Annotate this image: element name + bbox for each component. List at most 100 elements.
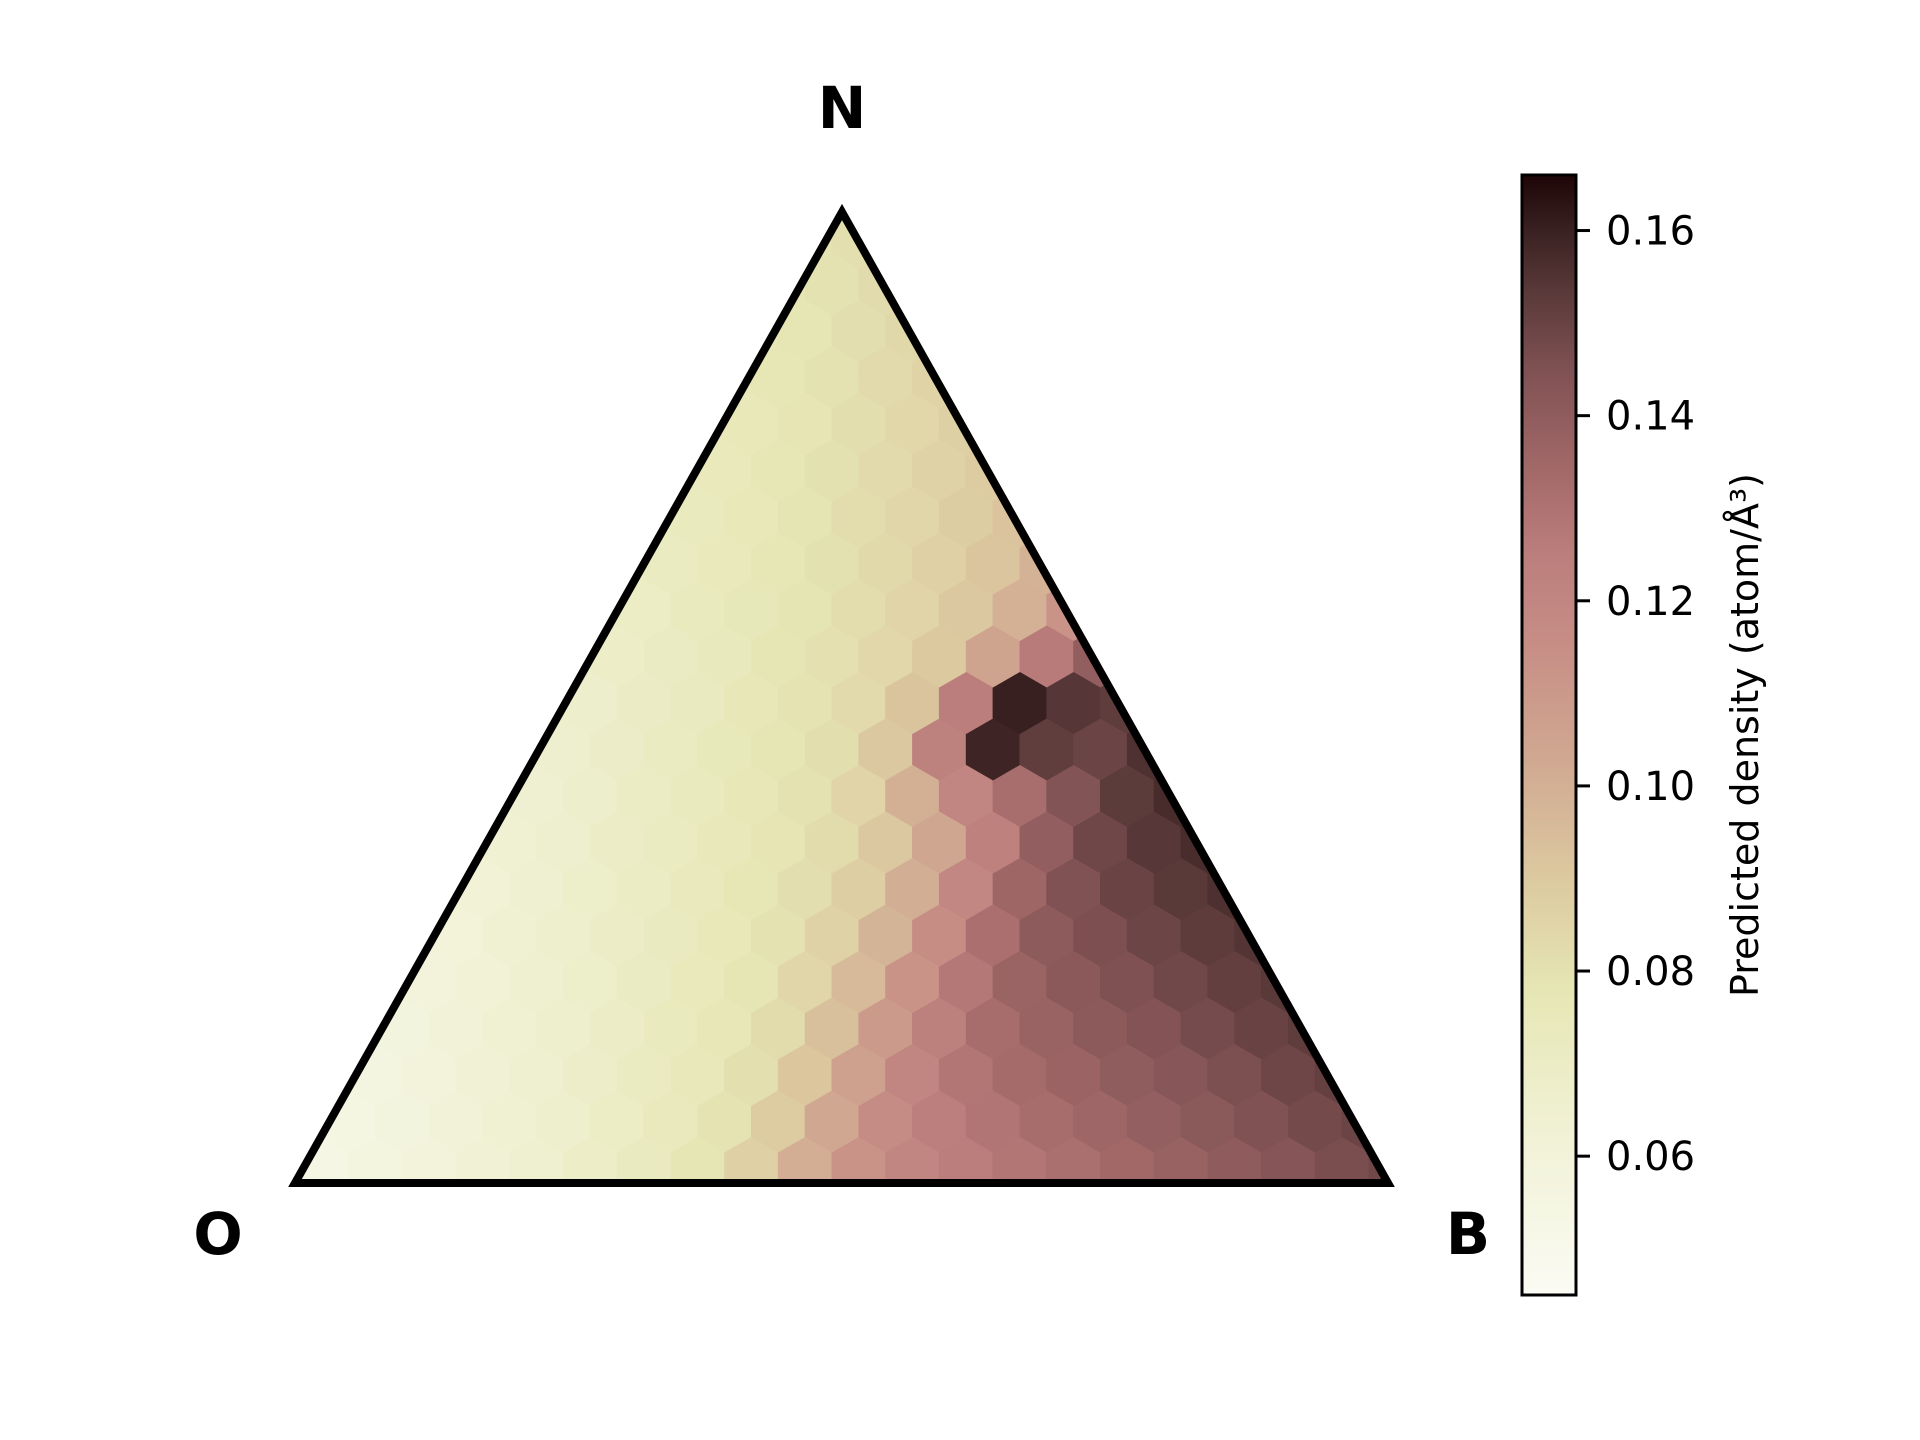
hexbin-cell [295,485,296,548]
hexbin-cell [536,1182,591,1183]
hexbin-cell [321,531,376,595]
hexbin-cell [1073,252,1128,316]
hexbin-cell [401,299,457,362]
hexbin-cell [938,212,994,269]
hexbin-cell [1100,212,1155,269]
hexbin-cell [616,212,672,269]
hexbin-cell [1073,438,1128,502]
hexbin-cell [455,671,511,734]
hexbin-cell [1368,764,1388,827]
hexbin-cell [1314,857,1370,920]
hexbin-cell [563,392,618,455]
hexbin-cell [1153,212,1209,269]
hexbin-cell [348,299,403,362]
hexbin-cell [295,485,350,548]
hexbin-cell [295,857,296,920]
hexbin-cell [1287,1182,1343,1183]
hexbin-cell [295,578,296,641]
hexbin-cell [1368,950,1388,1013]
hexbin-cell [295,438,323,502]
hexbin-cell [1396,997,1450,1059]
hexbin-cell [375,624,430,688]
hexbin-cell [536,531,591,595]
hexbin-cell [1180,624,1235,688]
hexbin-cell [215,625,269,687]
hexbin-cell [295,1182,323,1183]
hexbin-cell [1234,810,1289,874]
hexbin-cell [375,531,430,595]
hexbin-cell [1261,485,1316,548]
hexbin-cell [215,811,269,873]
hexbin-cell [697,1182,752,1183]
ternary-triangle-outline [288,203,1395,1187]
hexbin-cell [912,1182,967,1183]
hexbin-cell [1287,903,1343,967]
hexbin-cell [295,252,323,316]
colorbar-gradient [1520,173,1578,1297]
hexbin-cell [1261,764,1316,827]
hexbin-cell [616,299,672,362]
hexbin-cell [1234,345,1289,409]
hexbin-cell [295,717,323,781]
hexbin-cell [1261,299,1316,362]
hexbin-cell [1287,717,1343,781]
hexbin-cell [482,531,537,595]
hexbin-cell [992,392,1048,455]
hexbin-cell [509,299,564,362]
hexbin-cell [1153,299,1209,362]
hexbin-cell [1100,485,1155,548]
hexbin-cell [885,212,940,269]
hexbin-cell [1368,671,1388,734]
hexbin-cell [965,345,1021,409]
hexbin-cell [215,532,269,594]
hexbin-cell [1073,212,1128,223]
hexbin-cell [1234,531,1289,595]
hexbin-cell [482,438,537,502]
hexbin-cell [1261,392,1316,455]
hexbin-cell [616,392,672,455]
hexbin-cell [1180,531,1235,595]
hexbin-cell [428,624,484,688]
hexbin-cell [215,904,269,966]
hexbin-cell [1314,764,1370,827]
hexbin-cell [295,624,323,688]
hexbin-cell [751,212,806,223]
hexbin-cell [1396,532,1450,594]
hexbin-cell [1019,345,1074,409]
hexbin-cell [375,717,430,781]
hexbin-cell [348,212,403,269]
hexbin-cell [1180,345,1235,409]
hexbin-cell [1153,392,1209,455]
hexbin-cell [1341,1182,1388,1183]
hexbin-cell [1368,857,1388,920]
hexbin-cell [1261,578,1316,641]
hexbin-cell [589,252,645,316]
hexbin-cell [295,531,323,595]
hexbin-cell [697,212,752,223]
hexbin-cell [1314,671,1370,734]
hexbin-cell [295,392,350,455]
hexbin-cell [1234,438,1289,502]
hexbin-cell [215,346,269,408]
hexbin-cell [482,345,537,409]
hexbin-cell [215,1090,269,1152]
hexbin-cell [804,212,860,223]
hexbin-cell [1046,299,1101,362]
hexbin-cell [643,345,699,409]
hexbin-cell [1234,624,1289,688]
hexbin-cell [589,1182,645,1183]
hexbin-cell [428,717,484,781]
hexbin-cell [1341,624,1388,688]
hexbin-cell [965,1182,1021,1183]
hexbin-cell [1314,392,1370,455]
hexbin-cell [215,439,269,501]
hexbin-cell [348,857,403,920]
hexbin-cell [375,345,430,409]
hexbin-cell [295,392,296,455]
hexbin-cell [455,578,511,641]
hexbin-cell [1341,996,1388,1060]
hexbin-cell [1287,345,1343,409]
hexbin-cell [1261,212,1316,269]
hexbin-cell [482,212,537,223]
